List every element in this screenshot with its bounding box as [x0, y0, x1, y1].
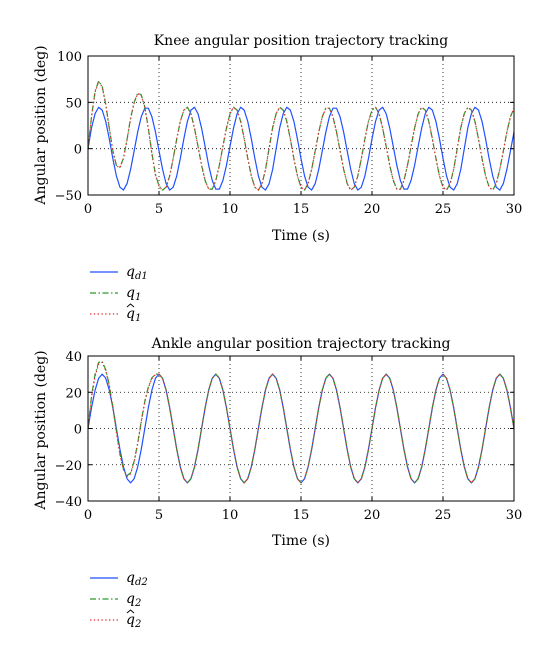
ankle-y-tick-label: 40 — [65, 350, 82, 365]
ankle-x-tick-label: 20 — [364, 508, 381, 523]
knee-y-tick-labels: −50 0 50 100 — [55, 50, 82, 204]
knee-ticks — [87, 55, 515, 196]
legend-symbol: q — [126, 612, 135, 628]
knee-grid — [88, 56, 514, 195]
knee-y-tick-label: 0 — [74, 143, 82, 158]
legend-subscript: 1 — [135, 292, 141, 303]
knee-legend-label-3: q1 — [126, 306, 141, 324]
ankle-legend-label-3: q2 — [126, 612, 141, 630]
knee-series-line-2 — [87, 80, 515, 191]
knee-x-tick-label: 30 — [506, 202, 523, 217]
knee-x-tick-label: 15 — [293, 202, 310, 217]
legend-symbol: q — [126, 570, 135, 586]
ankle-legend-hat-3 — [126, 609, 135, 614]
knee-x-tick-label: 25 — [435, 202, 452, 217]
legend-symbol: q — [126, 285, 135, 301]
ankle-x-axis-label: Time (s) — [272, 533, 330, 549]
knee-y-axis-label: Angular position (deg) — [33, 45, 49, 205]
ankle-y-axis-label: Angular position (deg) — [33, 350, 49, 510]
knee-x-tick-label: 0 — [84, 202, 92, 217]
legend-subscript: d1 — [135, 271, 148, 282]
knee-x-tick-labels: 0 5 10 15 20 25 30 — [84, 202, 522, 217]
ankle-x-tick-label: 5 — [155, 508, 163, 523]
ankle-ticks — [87, 355, 515, 502]
legend-subscript: 1 — [135, 313, 141, 324]
ankle-legend-label-2: q2 — [126, 591, 141, 609]
knee-legend-label-2: q1 — [126, 285, 141, 303]
ankle-x-tick-labels: 0 5 10 15 20 25 30 — [84, 508, 522, 523]
ankle-x-tick-label: 0 — [84, 508, 92, 523]
knee-legend-label-1: qd1 — [126, 264, 148, 282]
ankle-series-layer — [87, 360, 515, 484]
knee-series-layer — [87, 80, 515, 191]
knee-series-line-3 — [87, 80, 515, 191]
knee-legend-hat-3 — [126, 303, 135, 308]
knee-chart-title: Knee angular position trajectory trackin… — [154, 33, 449, 49]
knee-x-tick-label: 10 — [222, 202, 239, 217]
legend-subscript: 2 — [134, 598, 141, 609]
knee-y-tick-label: 100 — [57, 50, 82, 65]
ankle-chart-title: Ankle angular position trajectory tracki… — [151, 336, 451, 352]
ankle-x-tick-label: 25 — [435, 508, 452, 523]
legend-symbol: q — [126, 264, 135, 280]
ankle-y-tick-label: 0 — [74, 423, 82, 438]
knee-x-tick-label: 5 — [155, 202, 163, 217]
ankle-y-tick-label: −20 — [55, 459, 82, 474]
knee-y-tick-label: 50 — [65, 96, 82, 111]
ankle-y-tick-labels: −40 −20 0 20 40 — [55, 350, 82, 510]
ankle-y-tick-label: −40 — [55, 495, 82, 510]
ankle-grid — [88, 356, 514, 501]
knee-series-line-1 — [87, 106, 515, 191]
ankle-x-tick-label: 10 — [222, 508, 239, 523]
knee-chart: Knee angular position trajectory trackin… — [33, 33, 522, 324]
ankle-y-tick-label: 20 — [65, 386, 82, 401]
ankle-legend-label-1: qd2 — [126, 570, 148, 588]
legend-subscript: d2 — [135, 577, 148, 588]
legend-symbol: q — [126, 591, 135, 607]
knee-y-tick-label: −50 — [55, 189, 82, 204]
ankle-chart: Ankle angular position trajectory tracki… — [33, 336, 522, 630]
knee-x-axis-label: Time (s) — [272, 228, 330, 244]
legend-subscript: 2 — [134, 619, 141, 630]
legend-symbol: q — [126, 306, 135, 322]
ankle-series-line-3 — [87, 361, 515, 484]
knee-x-tick-label: 20 — [364, 202, 381, 217]
ankle-x-tick-label: 15 — [293, 508, 310, 523]
ankle-x-tick-label: 30 — [506, 508, 523, 523]
